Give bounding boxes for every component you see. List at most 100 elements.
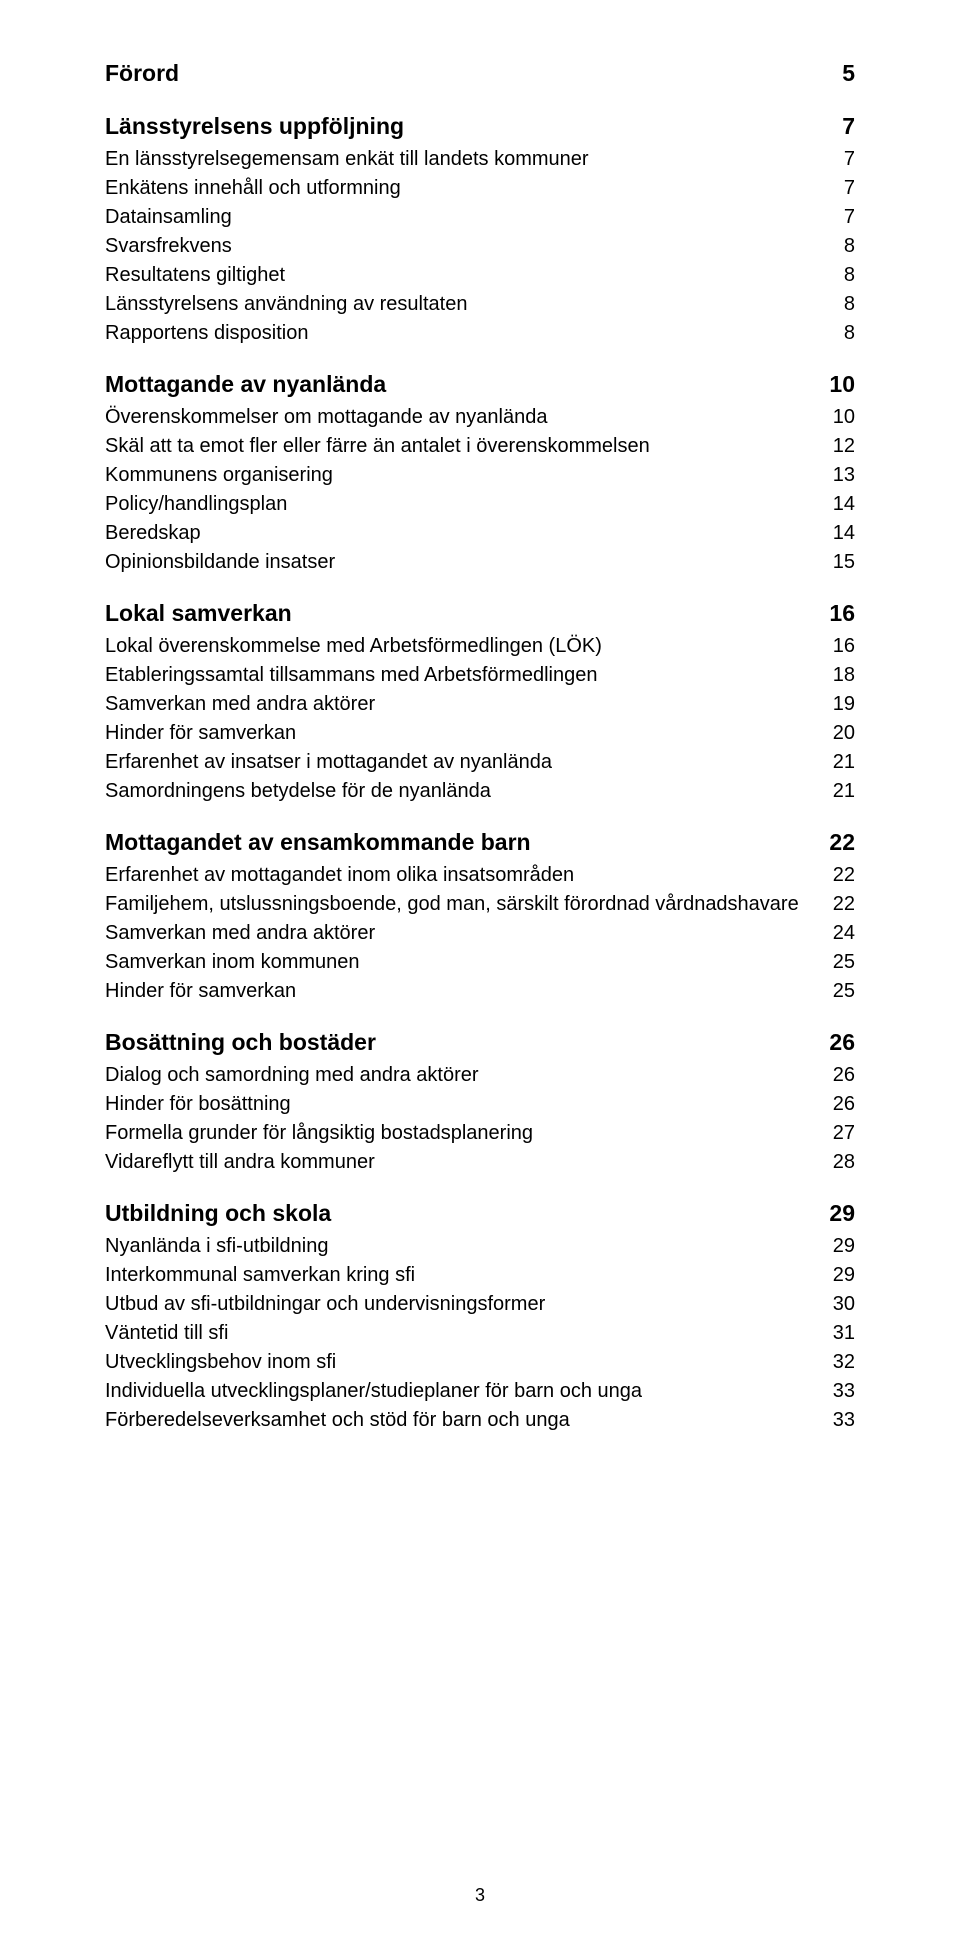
toc-entry-title: Formella grunder för långsiktig bostadsp… <box>105 1122 533 1145</box>
toc-section-page: 16 <box>825 600 855 627</box>
toc-entry-title: Lokal överenskommelse med Arbetsförmedli… <box>105 635 602 658</box>
toc-entry-page: 27 <box>829 1122 855 1145</box>
toc-entry-title: Vidareflytt till andra kommuner <box>105 1151 375 1174</box>
toc-section-heading: Förord 5 <box>105 60 855 87</box>
toc-entry-page: 14 <box>829 522 855 545</box>
toc-entry-title: Opinionsbildande insatser <box>105 551 335 574</box>
toc-entry-title: Länsstyrelsens användning av resultaten <box>105 293 467 316</box>
toc-entry: Hinder för samverkan 20 <box>105 722 855 745</box>
toc-entry: Utbud av sfi-utbildningar och undervisni… <box>105 1293 855 1316</box>
toc-entry-title: Samverkan med andra aktörer <box>105 922 375 945</box>
toc-entry-title: Resultatens giltighet <box>105 264 285 287</box>
toc-page: Förord5Länsstyrelsens uppföljning7En län… <box>0 0 960 1946</box>
toc-entry-title: Erfarenhet av mottagandet inom olika ins… <box>105 864 574 887</box>
toc-section-page: 26 <box>825 1029 855 1056</box>
toc-entry-page: 33 <box>829 1380 855 1403</box>
toc-section-page: 22 <box>825 829 855 856</box>
toc-section-heading: Mottagande av nyanlända 10 <box>105 371 855 398</box>
toc-entry: Opinionsbildande insatser 15 <box>105 551 855 574</box>
toc-entry: Vidareflytt till andra kommuner28 <box>105 1151 855 1174</box>
toc-entry-title: Samordningens betydelse för de nyanlända <box>105 780 491 803</box>
toc-entry-title: Kommunens organisering <box>105 464 333 487</box>
toc-section-heading: Mottagandet av ensamkommande barn 22 <box>105 829 855 856</box>
toc-section-page: 5 <box>838 60 855 87</box>
toc-entry-title: Interkommunal samverkan kring sfi <box>105 1264 415 1287</box>
toc-entry: Svarsfrekvens 8 <box>105 235 855 258</box>
toc-entry: Väntetid till sfi31 <box>105 1322 855 1345</box>
toc-entry-title: Samverkan inom kommunen <box>105 951 360 974</box>
toc-entry-title: Förberedelseverksamhet och stöd för barn… <box>105 1409 570 1432</box>
toc-entry-title: Datainsamling <box>105 206 232 229</box>
toc-entry-page: 32 <box>829 1351 855 1374</box>
toc-entry: Samverkan inom kommunen 25 <box>105 951 855 974</box>
toc-entry-page: 8 <box>840 322 855 345</box>
toc-entry-title: Överenskommelser om mottagande av nyanlä… <box>105 406 547 429</box>
toc-entry: Erfarenhet av mottagandet inom olika ins… <box>105 864 855 887</box>
toc-entry-page: 7 <box>840 177 855 200</box>
toc-entry: Individuella utvecklingsplaner/studiepla… <box>105 1380 855 1403</box>
toc-entry-title: Rapportens disposition <box>105 322 308 345</box>
toc-entry-page: 25 <box>829 951 855 974</box>
toc-entry-page: 7 <box>840 206 855 229</box>
toc-entry-title: Individuella utvecklingsplaner/studiepla… <box>105 1380 642 1403</box>
toc-entry-title: Policy/handlingsplan <box>105 493 287 516</box>
toc-entry-title: Hinder för samverkan <box>105 722 296 745</box>
toc-entry-page: 21 <box>829 751 855 774</box>
toc-entry: Förberedelseverksamhet och stöd för barn… <box>105 1409 855 1432</box>
toc-entry: Interkommunal samverkan kring sfi29 <box>105 1264 855 1287</box>
toc-entry: Skäl att ta emot fler eller färre än ant… <box>105 435 855 458</box>
toc-entry-page: 10 <box>829 406 855 429</box>
toc-section-heading: Bosättning och bostäder 26 <box>105 1029 855 1056</box>
toc-section-title: Förord <box>105 60 179 87</box>
toc-entry: Hinder för bosättning 26 <box>105 1093 855 1116</box>
toc-entry-page: 22 <box>829 893 855 916</box>
toc-section-title: Mottagandet av ensamkommande barn <box>105 829 531 856</box>
toc-entry-page: 25 <box>829 980 855 1003</box>
toc-entry-page: 8 <box>840 264 855 287</box>
toc-entry-title: Hinder för bosättning <box>105 1093 291 1116</box>
toc-entry-page: 13 <box>829 464 855 487</box>
toc-entry: Erfarenhet av insatser i mottagandet av … <box>105 751 855 774</box>
toc-section-title: Länsstyrelsens uppföljning <box>105 113 404 140</box>
toc-entry-title: Dialog och samordning med andra aktörer <box>105 1064 479 1087</box>
toc-section-heading: Länsstyrelsens uppföljning 7 <box>105 113 855 140</box>
toc-entry: Enkätens innehåll och utformning7 <box>105 177 855 200</box>
toc-entry-page: 8 <box>840 235 855 258</box>
toc-entry-title: Familjehem, utslussningsboende, god man,… <box>105 893 799 916</box>
toc-entry-page: 20 <box>829 722 855 745</box>
toc-entry-title: Utvecklingsbehov inom sfi <box>105 1351 336 1374</box>
toc-entry-title: Etableringssamtal tillsammans med Arbets… <box>105 664 597 687</box>
toc-entry: Beredskap 14 <box>105 522 855 545</box>
toc-section-title: Lokal samverkan <box>105 600 292 627</box>
toc-entry: Formella grunder för långsiktig bostadsp… <box>105 1122 855 1145</box>
toc-entry-page: 26 <box>829 1093 855 1116</box>
toc-entry: Lokal överenskommelse med Arbetsförmedli… <box>105 635 855 658</box>
toc-entry: Rapportens disposition 8 <box>105 322 855 345</box>
toc-entry-title: Utbud av sfi-utbildningar och undervisni… <box>105 1293 545 1316</box>
toc-entry-title: Svarsfrekvens <box>105 235 232 258</box>
toc-entry: Datainsamling 7 <box>105 206 855 229</box>
toc-entry-page: 24 <box>829 922 855 945</box>
toc-entry-title: Beredskap <box>105 522 201 545</box>
toc-entry-page: 31 <box>829 1322 855 1345</box>
toc-entry-title: Skäl att ta emot fler eller färre än ant… <box>105 435 650 458</box>
toc-entry: Kommunens organisering 13 <box>105 464 855 487</box>
toc-container: Förord5Länsstyrelsens uppföljning7En län… <box>105 60 855 1432</box>
toc-entry-title: Nyanlända i sfi-utbildning <box>105 1235 328 1258</box>
toc-entry: Överenskommelser om mottagande av nyanlä… <box>105 406 855 429</box>
toc-entry: Samverkan med andra aktörer 24 <box>105 922 855 945</box>
toc-section-page: 7 <box>838 113 855 140</box>
toc-section-title: Bosättning och bostäder <box>105 1029 376 1056</box>
toc-section-page: 29 <box>825 1200 855 1227</box>
toc-entry-page: 15 <box>829 551 855 574</box>
toc-section-heading: Utbildning och skola29 <box>105 1200 855 1227</box>
toc-section-page: 10 <box>825 371 855 398</box>
toc-entry-page: 7 <box>840 148 855 171</box>
toc-entry-page: 19 <box>829 693 855 716</box>
toc-entry: Etableringssamtal tillsammans med Arbets… <box>105 664 855 687</box>
toc-section-heading: Lokal samverkan 16 <box>105 600 855 627</box>
toc-entry: Nyanlända i sfi-utbildning29 <box>105 1235 855 1258</box>
toc-entry-page: 12 <box>829 435 855 458</box>
toc-entry: Samverkan med andra aktörer19 <box>105 693 855 716</box>
toc-section-title: Mottagande av nyanlända <box>105 371 386 398</box>
